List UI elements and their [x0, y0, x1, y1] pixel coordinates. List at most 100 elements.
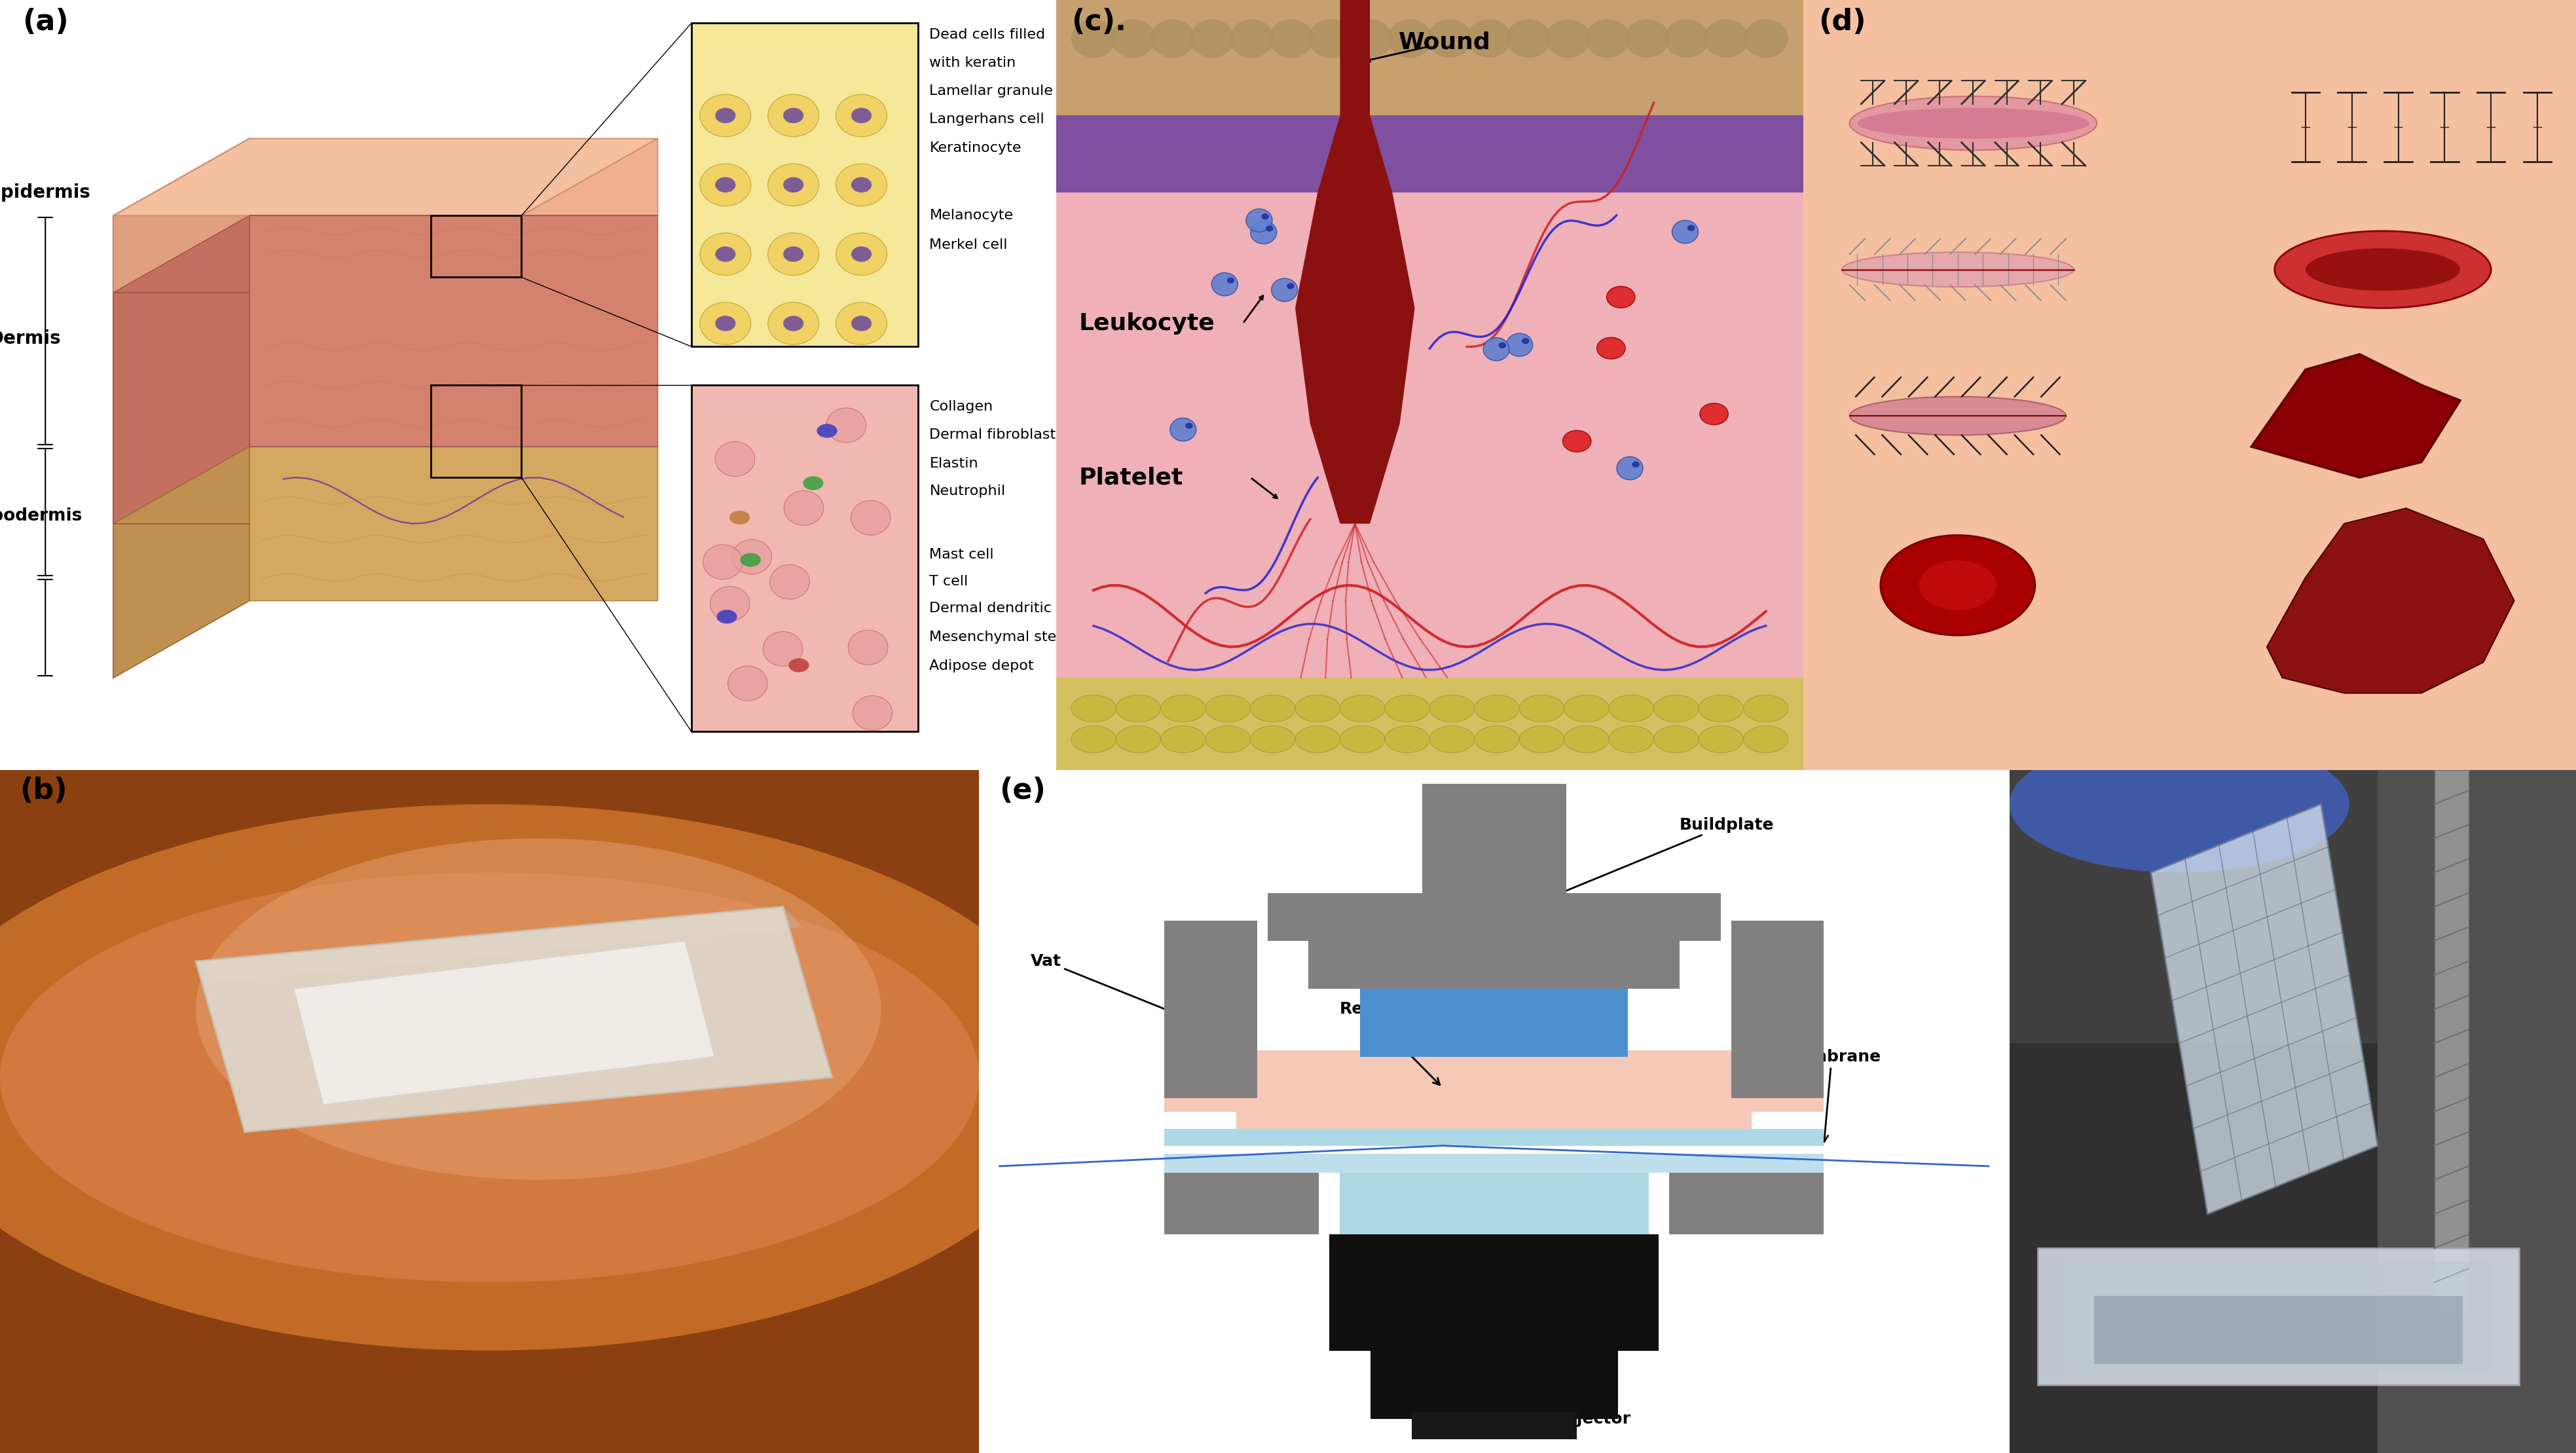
Ellipse shape: [1520, 695, 1564, 722]
Ellipse shape: [716, 247, 737, 262]
Polygon shape: [250, 215, 657, 446]
Text: Neutrophil: Neutrophil: [930, 485, 1005, 498]
Ellipse shape: [768, 164, 819, 206]
Polygon shape: [294, 942, 714, 1104]
Ellipse shape: [1185, 423, 1193, 429]
Ellipse shape: [1162, 726, 1206, 753]
Ellipse shape: [804, 477, 824, 490]
Ellipse shape: [1564, 430, 1592, 452]
Ellipse shape: [853, 696, 891, 731]
Text: Adipose depot: Adipose depot: [930, 660, 1033, 673]
Ellipse shape: [1850, 96, 2097, 150]
Bar: [1731, 920, 1824, 1098]
Text: (d): (d): [1819, 7, 1865, 36]
Polygon shape: [250, 138, 657, 215]
Ellipse shape: [716, 108, 737, 124]
Ellipse shape: [1309, 19, 1352, 58]
Ellipse shape: [850, 315, 871, 331]
Ellipse shape: [1229, 19, 1275, 58]
Text: Epidermis: Epidermis: [0, 183, 90, 202]
Ellipse shape: [762, 632, 804, 665]
Ellipse shape: [783, 177, 804, 193]
Text: Merkel cell: Merkel cell: [930, 238, 1007, 251]
Polygon shape: [113, 138, 657, 215]
Ellipse shape: [1698, 695, 1744, 722]
Text: Glass: Glass: [1345, 1206, 1440, 1290]
Polygon shape: [113, 446, 250, 677]
Bar: [1669, 1173, 1824, 1235]
Polygon shape: [2094, 1296, 2463, 1364]
Ellipse shape: [1842, 253, 2074, 286]
Ellipse shape: [1072, 726, 1115, 753]
Bar: [1236, 1091, 1752, 1145]
Bar: [1329, 1235, 1659, 1351]
Text: Dead cells filled: Dead cells filled: [930, 28, 1046, 41]
Text: (b): (b): [21, 777, 67, 805]
Ellipse shape: [1520, 726, 1564, 753]
Ellipse shape: [835, 232, 886, 275]
Text: Mesenchymal stem cell: Mesenchymal stem cell: [930, 631, 1100, 644]
Ellipse shape: [1273, 279, 1298, 301]
Ellipse shape: [1703, 19, 1749, 58]
Bar: [1164, 1129, 1824, 1145]
Ellipse shape: [1919, 561, 1996, 610]
Text: Keratinocyte: Keratinocyte: [930, 141, 1023, 154]
Ellipse shape: [2009, 737, 2349, 872]
Bar: [430, 385, 520, 478]
Ellipse shape: [1473, 726, 1520, 753]
Polygon shape: [113, 138, 250, 292]
Ellipse shape: [1206, 726, 1249, 753]
Ellipse shape: [1610, 695, 1654, 722]
Ellipse shape: [1850, 397, 2066, 434]
Ellipse shape: [1265, 225, 1273, 231]
Polygon shape: [1056, 677, 1803, 770]
Ellipse shape: [827, 408, 866, 443]
Polygon shape: [1296, 0, 1414, 523]
Text: Mast cell: Mast cell: [930, 548, 994, 561]
Bar: [1164, 1173, 1319, 1235]
Ellipse shape: [1072, 695, 1115, 722]
Ellipse shape: [770, 565, 809, 599]
Ellipse shape: [768, 302, 819, 344]
Ellipse shape: [1249, 695, 1296, 722]
Ellipse shape: [0, 872, 979, 1282]
Ellipse shape: [1564, 726, 1610, 753]
Ellipse shape: [1857, 108, 2089, 138]
Ellipse shape: [768, 232, 819, 275]
Bar: [1257, 1056, 1731, 1098]
Ellipse shape: [850, 177, 871, 193]
Polygon shape: [2038, 1248, 2519, 1385]
FancyBboxPatch shape: [690, 385, 917, 732]
Ellipse shape: [788, 658, 809, 673]
Text: Melanocyte: Melanocyte: [930, 209, 1012, 222]
Ellipse shape: [1584, 19, 1631, 58]
Polygon shape: [250, 138, 657, 600]
Ellipse shape: [848, 631, 889, 664]
Ellipse shape: [835, 164, 886, 206]
Ellipse shape: [1507, 19, 1551, 58]
Ellipse shape: [1700, 402, 1728, 424]
Text: Dermis: Dermis: [0, 330, 62, 349]
Ellipse shape: [1162, 695, 1206, 722]
Ellipse shape: [835, 94, 886, 137]
Ellipse shape: [1340, 695, 1386, 722]
Ellipse shape: [1115, 695, 1162, 722]
Ellipse shape: [1880, 535, 2035, 635]
Text: with keratin: with keratin: [930, 57, 1015, 70]
Ellipse shape: [703, 545, 742, 580]
Ellipse shape: [1110, 19, 1157, 58]
Bar: [1267, 894, 1721, 942]
Ellipse shape: [1466, 19, 1512, 58]
Bar: [1164, 1154, 1824, 1173]
Polygon shape: [196, 907, 832, 1132]
Ellipse shape: [1388, 19, 1432, 58]
Ellipse shape: [1664, 19, 1708, 58]
Polygon shape: [2066, 1261, 2491, 1372]
Ellipse shape: [783, 108, 804, 124]
Ellipse shape: [1386, 726, 1430, 753]
Bar: [1422, 783, 1566, 894]
Polygon shape: [250, 446, 657, 600]
Ellipse shape: [1262, 214, 1270, 219]
Bar: [1164, 1064, 1824, 1112]
Ellipse shape: [1296, 695, 1340, 722]
